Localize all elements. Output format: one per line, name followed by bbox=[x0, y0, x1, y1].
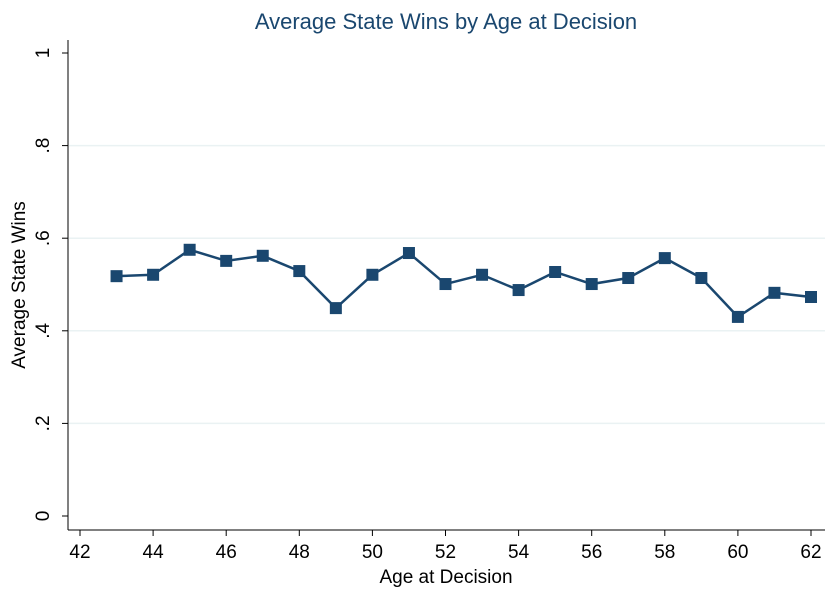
y-tick-label: 0 bbox=[33, 511, 54, 522]
marker bbox=[293, 265, 306, 278]
y-tick-label: 1 bbox=[33, 48, 54, 59]
x-tick-label: 60 bbox=[727, 542, 748, 563]
y-tick-label: .4 bbox=[33, 322, 54, 338]
x-tick-label: 62 bbox=[800, 542, 821, 563]
marker bbox=[256, 249, 269, 262]
x-tick-label: 52 bbox=[435, 542, 456, 563]
marker bbox=[658, 252, 671, 265]
marker bbox=[439, 278, 452, 291]
marker bbox=[366, 268, 379, 281]
marker bbox=[585, 278, 598, 291]
y-tick-label: .6 bbox=[33, 230, 54, 246]
x-tick-label: 58 bbox=[654, 542, 675, 563]
line bbox=[116, 248, 812, 319]
x-tick-label: 56 bbox=[581, 542, 602, 563]
x-tick-label: 42 bbox=[69, 542, 90, 563]
y-axis-label: Average State Wins bbox=[9, 201, 30, 369]
x-tick-label: 44 bbox=[143, 542, 165, 563]
marker bbox=[220, 254, 233, 267]
marker bbox=[329, 302, 342, 315]
y-tick-label: .8 bbox=[33, 138, 54, 154]
chart-title: Average State Wins by Age at Decision bbox=[255, 9, 637, 34]
x-tick-label: 50 bbox=[362, 542, 383, 563]
marker bbox=[147, 268, 160, 281]
x-axis-label: Age at Decision bbox=[379, 567, 512, 588]
marker bbox=[110, 270, 123, 283]
marker bbox=[402, 247, 415, 260]
marker bbox=[549, 265, 562, 278]
y-tick-label: .2 bbox=[33, 415, 54, 431]
marker bbox=[183, 243, 196, 256]
x-tick-label: 46 bbox=[216, 542, 237, 563]
marker bbox=[731, 310, 744, 323]
marker bbox=[476, 268, 489, 281]
x-tick-label: 54 bbox=[508, 542, 530, 563]
marker bbox=[512, 284, 525, 297]
marker bbox=[622, 272, 635, 285]
marker bbox=[695, 272, 708, 285]
marker bbox=[805, 291, 817, 304]
marker bbox=[768, 286, 781, 299]
x-tick-label: 48 bbox=[289, 542, 310, 563]
